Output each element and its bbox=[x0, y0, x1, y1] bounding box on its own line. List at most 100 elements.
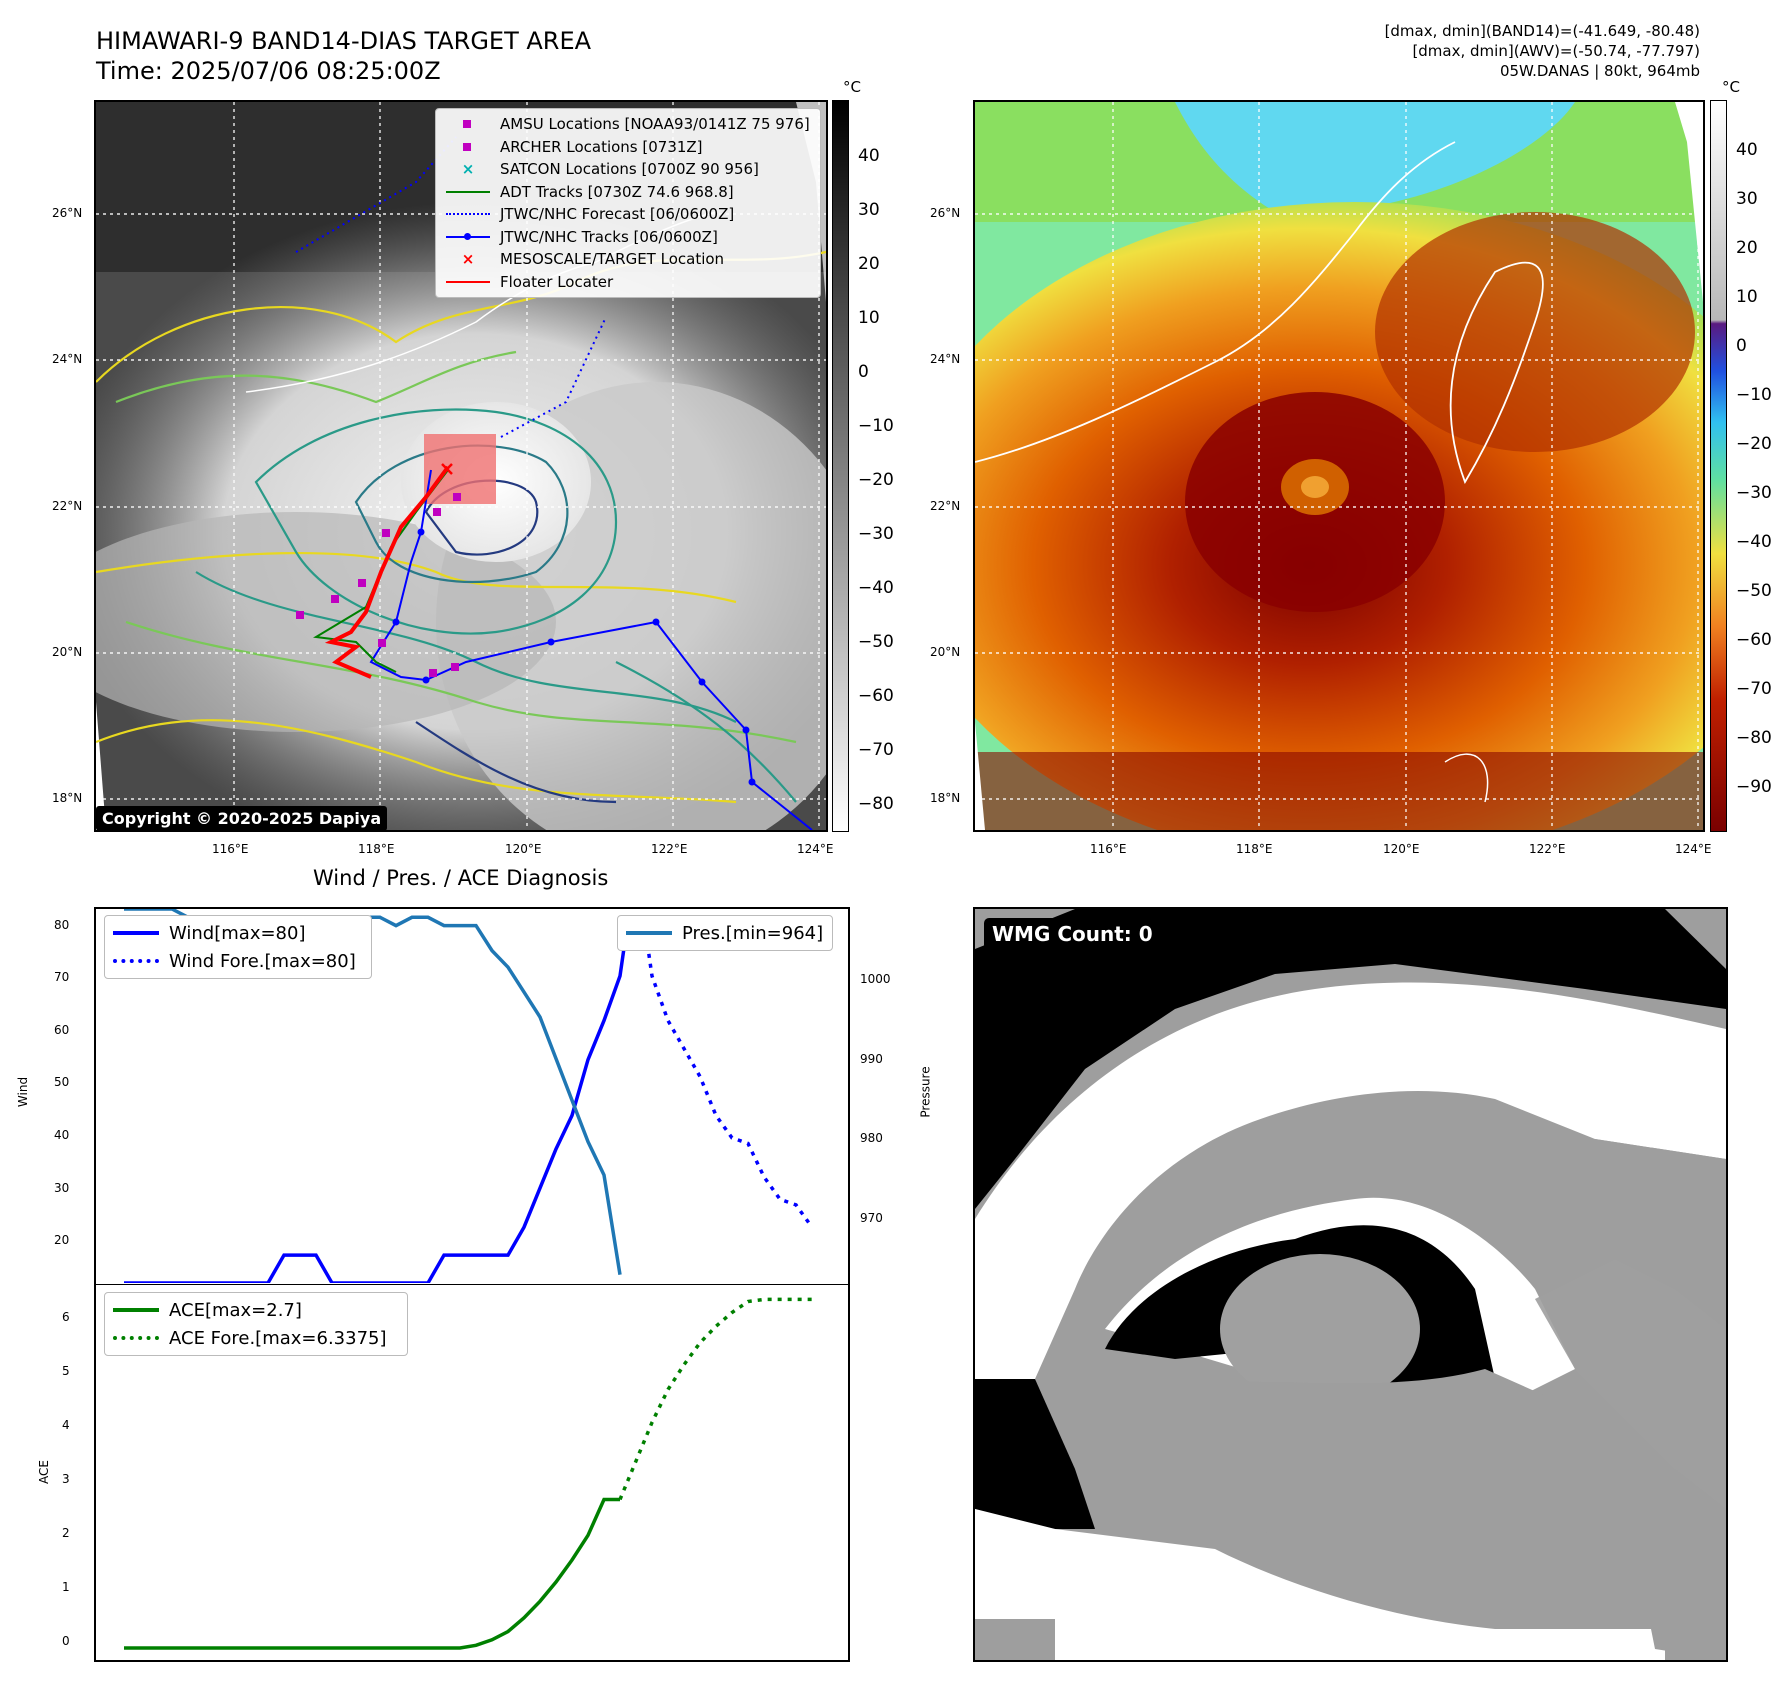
ace-tick: 5 bbox=[62, 1364, 70, 1378]
colorbar-tick: −10 bbox=[1736, 385, 1772, 405]
legend-satcon: × SATCON Locations [0700Z 90 956] bbox=[444, 158, 812, 181]
colorbar-tick: −30 bbox=[1736, 483, 1772, 503]
line-icon bbox=[626, 931, 672, 935]
colorbar-tick: −40 bbox=[858, 578, 894, 598]
info-band14: [dmax, dmin](BAND14)=(-41.649, -80.48) bbox=[1384, 22, 1700, 40]
lat-label: 20°N bbox=[52, 645, 83, 659]
series-line bbox=[124, 1497, 620, 1650]
lat-label: 18°N bbox=[52, 791, 83, 805]
colorbar-tick: 20 bbox=[1736, 238, 1758, 258]
colorbar-tick: −40 bbox=[1736, 532, 1772, 552]
legend-amsu: AMSU Locations [NOAA93/0141Z 75 976] bbox=[444, 113, 812, 136]
colorbar-tick: 10 bbox=[1736, 287, 1758, 307]
line-icon bbox=[444, 274, 492, 290]
line-dot-icon bbox=[444, 229, 492, 245]
lon-label: 120°E bbox=[505, 842, 542, 856]
legend-ace: ACE[max=2.7] bbox=[113, 1296, 399, 1324]
wind-tick: 60 bbox=[54, 1023, 70, 1037]
lon-label: 122°E bbox=[651, 842, 688, 856]
series-line bbox=[628, 918, 814, 1229]
colorbar-tick: −10 bbox=[858, 416, 894, 436]
line-icon bbox=[444, 184, 492, 200]
colorbar-tick: 40 bbox=[858, 146, 880, 166]
ace-tick: 3 bbox=[62, 1472, 70, 1486]
pres-legend: Pres.[min=964] bbox=[617, 915, 833, 951]
colorbar-tick: −90 bbox=[1736, 777, 1772, 797]
colorbar-gray bbox=[832, 100, 849, 832]
pres-tick: 990 bbox=[860, 1052, 883, 1066]
ace-svg bbox=[124, 1297, 812, 1650]
square-marker-icon bbox=[444, 139, 492, 155]
wind-tick: 30 bbox=[54, 1181, 70, 1195]
info-awv: [dmax, dmin](AWV)=(-50.74, -77.797) bbox=[1412, 42, 1700, 60]
lon-label: 116°E bbox=[1090, 842, 1127, 856]
legend-wind-fore: Wind Fore.[max=80] bbox=[113, 947, 363, 975]
colorbar-tick: −60 bbox=[858, 686, 894, 706]
lat-label: 18°N bbox=[930, 791, 961, 805]
colorbar-tick: 30 bbox=[1736, 189, 1758, 209]
x-marker-icon: × bbox=[461, 160, 475, 179]
colorbar-tick: 40 bbox=[1736, 140, 1758, 160]
lat-label: 26°N bbox=[52, 206, 83, 220]
colorbar-color bbox=[1710, 100, 1727, 832]
ir-map-image bbox=[96, 102, 826, 830]
wind-tick: 70 bbox=[54, 970, 70, 984]
legend-archer: ARCHER Locations [0731Z] bbox=[444, 136, 812, 159]
lon-label: 118°E bbox=[1236, 842, 1273, 856]
wmg-image bbox=[975, 909, 1726, 1660]
legend-floater: Floater Locater bbox=[444, 271, 812, 294]
square-marker-icon bbox=[444, 116, 492, 132]
ace-tick: 4 bbox=[62, 1418, 70, 1432]
wind-tick: 20 bbox=[54, 1233, 70, 1247]
legend-adt: ADT Tracks [0730Z 74.6 968.8] bbox=[444, 181, 812, 204]
pres-tick: 970 bbox=[860, 1211, 883, 1225]
colorbar-tick: −50 bbox=[858, 632, 894, 652]
colorbar-tick: −70 bbox=[858, 740, 894, 760]
colorbar-unit: °C bbox=[1722, 78, 1740, 96]
lon-label: 124°E bbox=[1675, 842, 1712, 856]
ir-color-map-image bbox=[975, 102, 1703, 830]
legend-tracks: JTWC/NHC Tracks [06/0600Z] bbox=[444, 226, 812, 249]
ir-map-panel bbox=[94, 100, 828, 832]
lon-label: 122°E bbox=[1529, 842, 1566, 856]
pres-axis-label: Pressure bbox=[918, 1066, 933, 1118]
wmg-panel bbox=[973, 907, 1728, 1662]
line-icon bbox=[113, 1308, 159, 1312]
time-title: Time: 2025/07/06 08:25:00Z bbox=[96, 57, 441, 85]
legend-forecast: JTWC/NHC Forecast [06/0600Z] bbox=[444, 203, 812, 226]
info-storm: 05W.DANAS | 80kt, 964mb bbox=[1499, 62, 1700, 80]
legend-ace-fore: ACE Fore.[max=6.3375] bbox=[113, 1324, 399, 1352]
copyright-badge: Copyright © 2020-2025 Dapiya bbox=[96, 806, 388, 831]
colorbar-tick: −20 bbox=[858, 470, 894, 490]
colorbar-tick: −70 bbox=[1736, 679, 1772, 699]
colorbar-unit: °C bbox=[843, 78, 861, 96]
lon-label: 116°E bbox=[212, 842, 249, 856]
ace-tick: 1 bbox=[62, 1580, 70, 1594]
colorbar-tick: 10 bbox=[858, 308, 880, 328]
colorbar-tick: −50 bbox=[1736, 581, 1772, 601]
pres-tick: 1000 bbox=[860, 972, 891, 986]
wind-tick: 50 bbox=[54, 1075, 70, 1089]
lat-label: 24°N bbox=[52, 352, 83, 366]
map-legend: AMSU Locations [NOAA93/0141Z 75 976] ARC… bbox=[435, 108, 821, 298]
series-line bbox=[124, 919, 630, 1284]
lon-label: 124°E bbox=[797, 842, 834, 856]
dotted-line-icon bbox=[113, 959, 159, 963]
dotted-line-icon bbox=[113, 1336, 159, 1340]
pres-tick: 980 bbox=[860, 1131, 883, 1145]
ace-plot bbox=[94, 1284, 850, 1662]
lat-label: 22°N bbox=[52, 499, 83, 513]
ace-axis-label: ACE bbox=[36, 1460, 51, 1484]
main-title: HIMAWARI-9 BAND14-DIAS TARGET AREA bbox=[96, 27, 592, 55]
colorbar-tick: −30 bbox=[858, 524, 894, 544]
colorbar-tick: 30 bbox=[858, 200, 880, 220]
ace-tick: 0 bbox=[62, 1634, 70, 1648]
ace-legend: ACE[max=2.7] ACE Fore.[max=6.3375] bbox=[104, 1292, 408, 1356]
line-icon bbox=[113, 931, 159, 935]
colorbar-tick: −80 bbox=[858, 794, 894, 814]
colorbar-tick: −20 bbox=[1736, 434, 1772, 454]
wind-tick: 40 bbox=[54, 1128, 70, 1142]
legend-wind: Wind[max=80] bbox=[113, 919, 363, 947]
wind-legend: Wind[max=80] Wind Fore.[max=80] bbox=[104, 915, 372, 979]
colorbar-tick: 0 bbox=[858, 362, 869, 382]
